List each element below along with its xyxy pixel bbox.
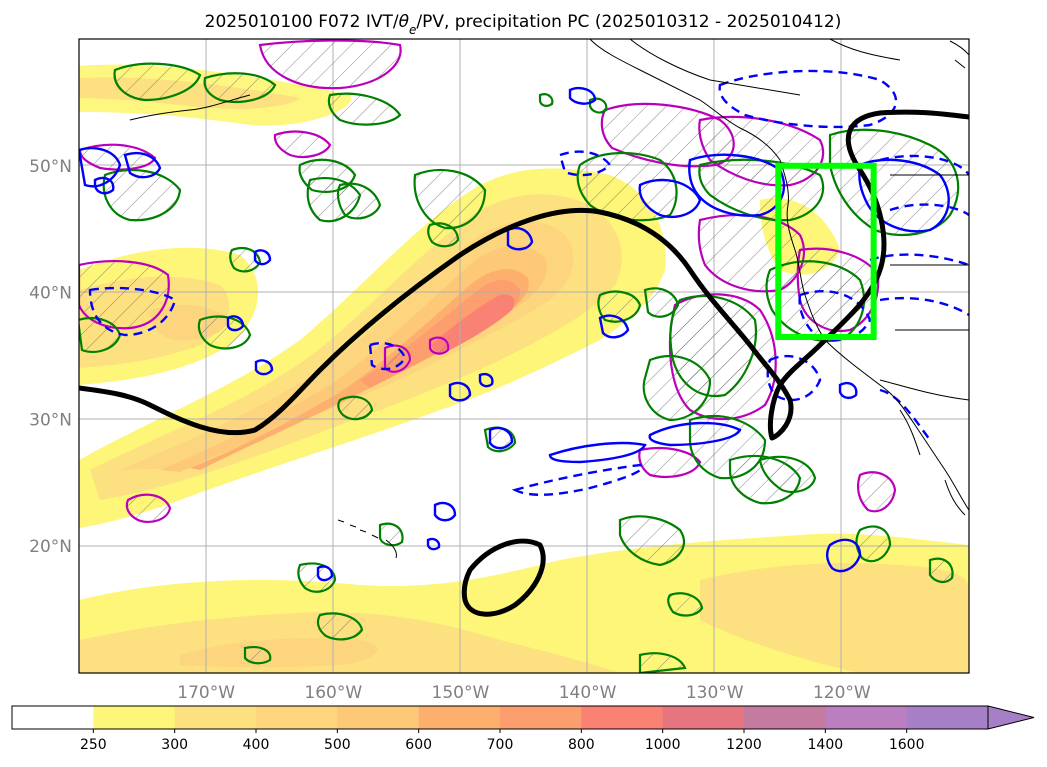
colorbar-tick-label: 500 <box>324 737 351 753</box>
colorbar-segment <box>256 706 338 729</box>
lon-label: 140°W <box>559 683 617 703</box>
highlight-box <box>775 162 877 340</box>
colorbar: 250 300 400 500 600 700 800 1000 1200 1400 1600 <box>11 705 1035 753</box>
colorbar-segment <box>174 706 257 729</box>
figure-title: 2025010100 F072 IVT/θe/PV, precipitation… <box>205 12 842 37</box>
colorbar-tick-label: 700 <box>487 737 514 753</box>
latitude-labels: 50°N 40°N 30°N 20°N <box>29 157 72 557</box>
lat-label: 20°N <box>29 537 72 557</box>
coastlines <box>129 39 969 559</box>
colorbar-segment <box>500 706 582 729</box>
colorbar-tick-label: 400 <box>243 737 270 753</box>
colorbar-tick-label: 250 <box>80 737 107 753</box>
colorbar-tick-label: 800 <box>568 737 595 753</box>
lat-label: 30°N <box>29 410 72 430</box>
colorbar-segment <box>744 706 826 729</box>
colorbar-segment <box>337 706 420 729</box>
lat-label: 50°N <box>29 157 72 177</box>
lon-label: 170°W <box>177 683 235 703</box>
colorbar-segment <box>906 706 989 729</box>
colorbar-tick-label: 1200 <box>726 737 762 753</box>
map-frame <box>78 38 970 674</box>
colorbar-segment <box>581 706 664 729</box>
colorbar-segment <box>825 706 908 729</box>
precip-pc-positive-contours <box>79 62 960 673</box>
colorbar-segment <box>12 706 94 729</box>
colorbar-segment <box>662 706 745 729</box>
lat-label: 40°N <box>29 284 72 304</box>
colorbar-tick-label: 1600 <box>889 737 925 753</box>
colorbar-tick-label: 600 <box>405 737 432 753</box>
colorbar-tick-label: 300 <box>161 737 188 753</box>
map-area <box>79 39 969 673</box>
lon-label: 120°W <box>813 683 871 703</box>
pv-contours <box>79 86 950 582</box>
theta-e-contours <box>79 109 969 617</box>
colorbar-tick-label: 1000 <box>645 737 681 753</box>
lon-label: 150°W <box>432 683 490 703</box>
lon-label: 160°W <box>304 683 362 703</box>
colorbar-extend-arrow <box>987 705 1035 730</box>
colorbar-tick-label: 1400 <box>808 737 844 753</box>
longitude-labels: 170°W 160°W 150°W 140°W 130°W 120°W <box>177 683 871 703</box>
colorbar-segment <box>418 706 501 729</box>
lon-label: 130°W <box>686 683 744 703</box>
colorbar-segment <box>93 706 176 729</box>
